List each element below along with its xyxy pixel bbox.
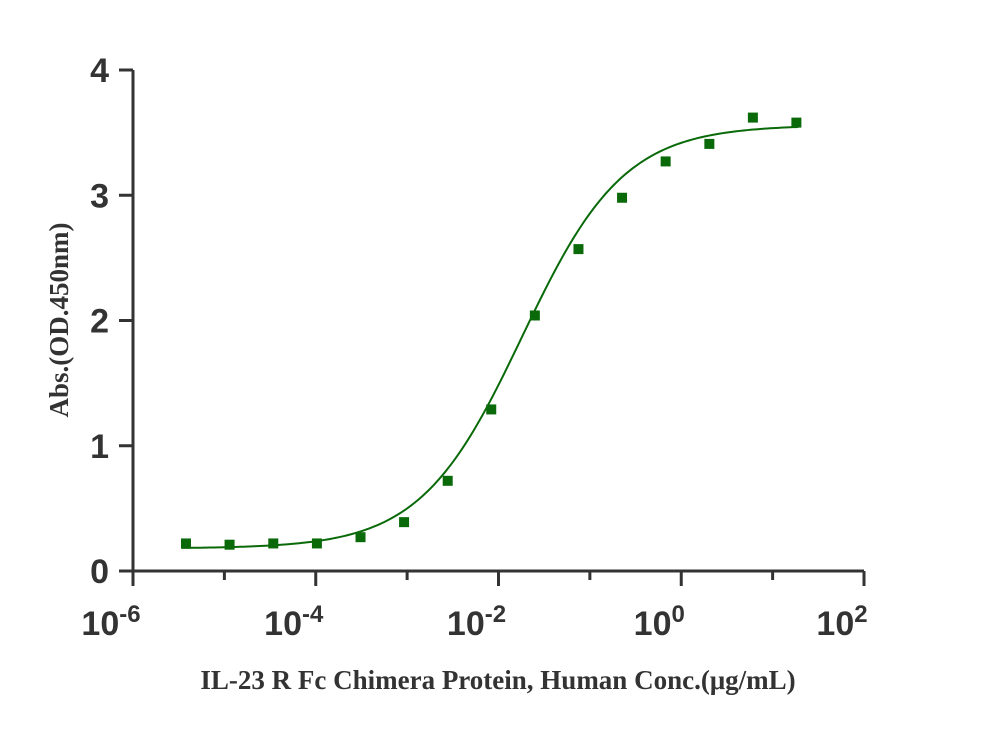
y-tick-label: 2 <box>90 303 109 341</box>
x-tick-exponent: -4 <box>302 601 324 628</box>
data-point <box>224 539 235 550</box>
y-tick-label: 1 <box>90 428 109 466</box>
x-tick-label: 100 <box>634 601 685 643</box>
data-point <box>180 538 191 549</box>
x-tick-base: 10 <box>264 605 302 643</box>
x-tick-base: 10 <box>634 605 672 643</box>
y-axis-label: Abs.(OD.450nm) <box>44 222 74 417</box>
data-point <box>399 517 410 528</box>
x-tick-base: 10 <box>816 605 854 643</box>
x-tick-exponent: -2 <box>485 601 506 628</box>
data-point <box>311 538 322 549</box>
x-tick-label: 10-2 <box>447 601 506 643</box>
x-axis-label: IL-23 R Fc Chimera Protein, Human Conc.(… <box>200 665 795 695</box>
y-tick-label: 3 <box>90 177 109 215</box>
data-point <box>442 475 453 486</box>
y-tick-label: 0 <box>90 553 109 591</box>
data-point <box>486 404 497 415</box>
x-tick-base: 10 <box>81 605 119 643</box>
y-ticks: 0 1 2 3 4 <box>90 52 133 591</box>
data-point <box>617 192 628 203</box>
x-tick-base: 10 <box>447 605 485 643</box>
data-points <box>180 112 802 550</box>
data-point <box>355 532 366 543</box>
x-tick-exponent: -6 <box>119 601 140 628</box>
x-tick-label: 102 <box>816 601 867 643</box>
data-point <box>791 117 802 128</box>
x-tick-label: 10-6 <box>81 601 140 643</box>
x-tick-exponent: 0 <box>671 601 684 628</box>
data-point <box>660 156 671 167</box>
data-point <box>268 538 279 549</box>
fit-curve <box>181 125 799 549</box>
x-tick-exponent: 2 <box>854 601 867 628</box>
axes <box>131 70 864 573</box>
x-tick-label: 10-4 <box>264 601 324 643</box>
data-point <box>573 244 584 255</box>
data-point <box>747 112 758 123</box>
data-point <box>704 138 715 149</box>
y-tick-label: 4 <box>90 52 109 90</box>
x-ticks: 10-6 10-4 10-2 100 102 <box>81 571 868 643</box>
data-point <box>529 310 540 321</box>
